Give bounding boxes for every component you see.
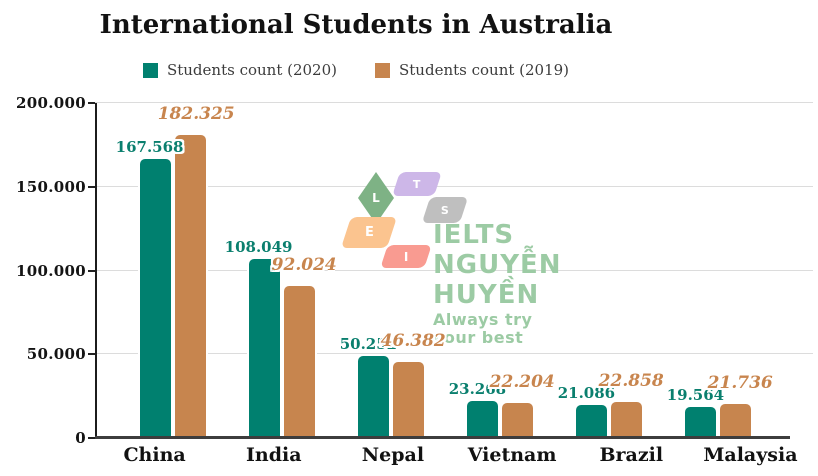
x-axis-label-nepal: Nepal: [361, 444, 425, 466]
bar-slot-malaysia-2020: 19.564: [667, 103, 724, 438]
x-axis-labels: China India Nepal Vietnam Brazil Malaysia: [95, 444, 810, 466]
x-axis-label-india: India: [246, 444, 302, 466]
bar-slot-brazil-2019: 22.858: [599, 103, 664, 438]
y-tick-label: 100.000: [16, 261, 86, 280]
bar-group-brazil: 21.086 22.858: [554, 103, 664, 438]
logo-letter-e: E: [364, 225, 374, 240]
bar-value-label-malaysia-2020: 19.564: [666, 386, 725, 405]
plot-area: 167.568 182.325 108.049 92.024 50.252 46.382 2…: [88, 102, 813, 439]
logo-letter-i: I: [403, 249, 409, 264]
bar-brazil-2019: [608, 399, 644, 438]
gridline: [95, 353, 813, 355]
bar-value-label-nepal-2020: 50.252: [339, 334, 398, 353]
bar-china-2020: [137, 157, 173, 438]
logo-shape-i: I: [380, 245, 432, 268]
y-tick-label: 0: [75, 429, 86, 447]
bar-slot-vietnam-2020: 23.268: [449, 103, 506, 438]
bar-nepal-2020: [355, 353, 391, 438]
gridline: [95, 102, 813, 103]
bar-slot-nepal-2020: 50.252: [340, 103, 397, 438]
watermark-brand: IELTS NGUYỄN HUYỀN: [433, 220, 562, 310]
x-axis-label-china: China: [123, 444, 186, 466]
y-tick-mark: [88, 353, 95, 356]
y-tick-label: 200.000: [16, 94, 86, 112]
chart-title: International Students in Australia: [99, 10, 613, 40]
x-axis-label-brazil: Brazil: [599, 444, 664, 466]
logo-letter-s: S: [441, 203, 449, 217]
bar-value-label-malaysia-2019: 21.736: [707, 372, 773, 393]
bar-value-label-vietnam-2019: 22.204: [489, 371, 555, 392]
bar-value-label-brazil-2019: 22.858: [598, 370, 664, 391]
bar-group-china: 167.568 182.325: [116, 103, 235, 438]
bar-slot-china-2019: 182.325: [158, 103, 235, 438]
bar-value-label-india-2019: 92.024: [271, 254, 337, 275]
y-axis: 200.000 150.000 100.000 50.000 0: [0, 94, 86, 447]
bar-group-vietnam: 23.268 22.204: [445, 103, 555, 438]
bar-slot-nepal-2019: 46.382: [381, 103, 446, 438]
gridline: [95, 269, 813, 271]
y-tick-mark: [88, 185, 95, 188]
logo-shape-t: T: [392, 172, 442, 196]
legend-swatch-2019: [375, 62, 390, 78]
bar-vietnam-2019: [499, 400, 535, 438]
bar-value-label-nepal-2019: 46.382: [380, 331, 446, 352]
x-axis-label-malaysia: Malaysia: [703, 444, 798, 466]
watermark-text: IELTS NGUYỄN HUYỀN Always try your best: [433, 220, 562, 347]
legend: Students count (2020) Students count (20…: [0, 61, 712, 79]
legend-swatch-2020: [142, 62, 158, 78]
watermark-tagline: Always try your best: [433, 310, 533, 347]
bar-slot-india-2019: 92.024: [272, 103, 337, 438]
bar-group-nepal: 50.252 46.382: [336, 103, 446, 438]
bar-india-2019: [281, 283, 317, 438]
y-tick-mark: [88, 102, 95, 104]
bar-value-label-vietnam-2020: 23.268: [448, 380, 507, 399]
y-tick-label: 50.000: [26, 345, 86, 364]
bar-slot-china-2020: 167.568: [116, 103, 184, 438]
bar-value-label-india-2020: 108.049: [224, 238, 293, 257]
bar-slot-malaysia-2019: 21.736: [708, 103, 773, 438]
y-tick-mark: [88, 437, 95, 439]
bars: 167.568 182.325 108.049 92.024 50.252 46.382 2…: [95, 103, 813, 438]
bar-china-2019: [172, 132, 208, 438]
x-axis-label-vietnam: Vietnam: [467, 444, 557, 466]
bar-group-india: 108.049 92.024: [225, 103, 337, 438]
bar-malaysia-2020: [682, 405, 718, 438]
bar-india-2020: [246, 257, 282, 438]
bar-slot-vietnam-2019: 22.204: [490, 103, 555, 438]
bar-value-label-china-2020: 167.568: [115, 138, 184, 157]
legend-label-2019: Students count (2019): [399, 61, 570, 79]
legend-item-2020: Students count (2020): [142, 61, 337, 79]
bar-vietnam-2020: [464, 399, 500, 438]
gridlines: [95, 102, 813, 438]
logo-letter-l: L: [372, 191, 380, 205]
bar-slot-brazil-2020: 21.086: [558, 103, 615, 438]
bar-nepal-2019: [390, 360, 426, 438]
legend-label-2020: Students count (2020): [166, 61, 337, 79]
gridline: [95, 185, 813, 187]
bar-value-label-china-2019: 182.325: [157, 103, 235, 124]
bar-brazil-2020: [573, 402, 609, 438]
bar-malaysia-2019: [717, 401, 753, 438]
y-tick-mark: [88, 269, 95, 272]
bar-group-malaysia: 19.564 21.736: [663, 103, 773, 438]
bar-value-label-brazil-2020: 21.086: [557, 383, 616, 402]
x-axis-line: [95, 436, 790, 439]
y-axis-line: [95, 103, 97, 438]
bar-slot-india-2020: 108.049: [225, 103, 293, 438]
legend-item-2019: Students count (2019): [375, 61, 569, 79]
logo-letter-t: T: [413, 177, 421, 191]
y-tick-label: 150.000: [16, 177, 86, 196]
